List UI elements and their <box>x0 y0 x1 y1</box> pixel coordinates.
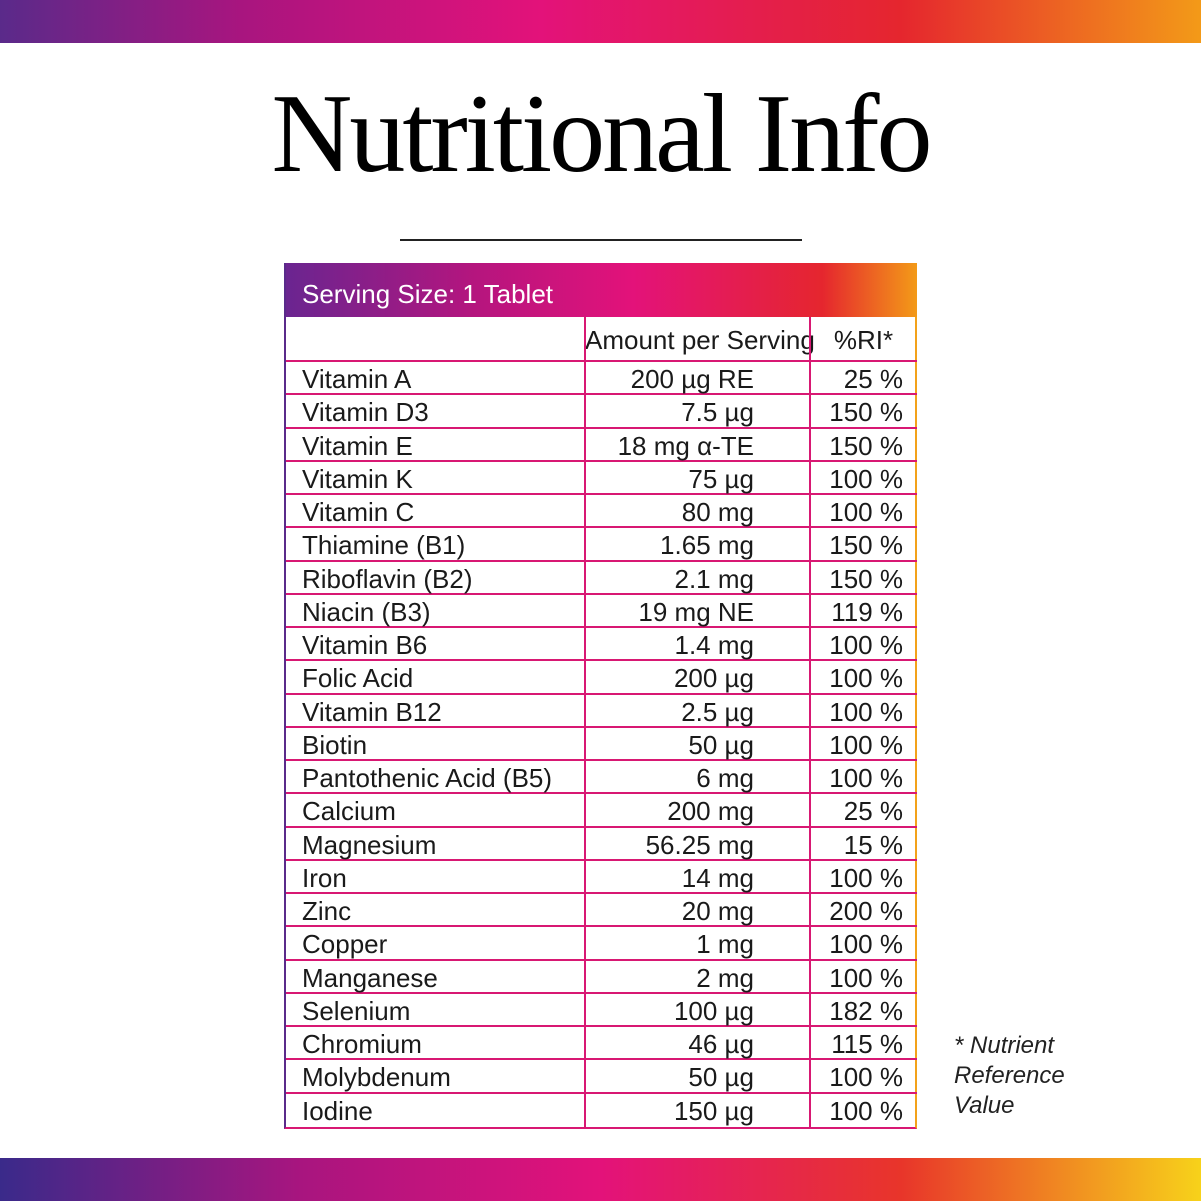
ri-percent: 100 % <box>810 695 917 728</box>
amount: 19 mg NE <box>585 595 810 629</box>
nutrient-name: Copper <box>286 927 585 961</box>
nutrient-name: Zinc <box>286 894 585 928</box>
ri-percent: 200 % <box>810 894 917 928</box>
amount: 2 mg <box>585 961 810 994</box>
nutrient-name: Iodine <box>302 1095 373 1126</box>
ri-percent: 100 % <box>810 927 917 961</box>
nutrient-name: Vitamin B12 <box>286 695 585 728</box>
amount: 2.1 mg <box>585 562 810 595</box>
ri-percent: 100 % <box>810 462 917 496</box>
nutrient-name: Chromium <box>286 1027 585 1061</box>
column-divider <box>809 317 811 1127</box>
ri-percent: 182 % <box>810 994 917 1028</box>
amount: 7.5 µg <box>585 395 810 429</box>
ri-percent: 119 % <box>810 595 917 629</box>
ri-percent: 100 % <box>810 961 917 994</box>
amount: 56.25 mg <box>585 828 810 861</box>
amount: 14 mg <box>585 861 810 895</box>
amount: 200 mg <box>585 794 810 828</box>
ri-percent: 150 % <box>810 528 917 562</box>
ri-percent: 150 % <box>810 395 917 429</box>
amount: 75 µg <box>585 462 810 496</box>
ri-percent: 100 % <box>810 661 917 695</box>
serving-size: Serving Size: 1 Tablet <box>286 263 917 317</box>
header-cell <box>286 317 585 362</box>
nutrient-name: Vitamin A <box>286 362 585 396</box>
ri-percent: 25 % <box>810 794 917 828</box>
nutrient-name: Thiamine (B1) <box>286 528 585 562</box>
amount: 50 µg <box>585 728 810 762</box>
nutrient-name: Magnesium <box>286 828 585 861</box>
amount: 1 mg <box>585 927 810 961</box>
header-cell: Amount per Serving <box>585 317 815 362</box>
ri-percent: 150 % <box>810 429 917 462</box>
amount: 50 µg <box>585 1060 810 1094</box>
nutrition-table: Serving Size: 1 Tablet Amount per Servin… <box>284 263 917 1129</box>
amount: 80 mg <box>585 495 810 529</box>
footnote: * Nutrient Reference Value <box>954 1031 1065 1121</box>
amount: 200 µg RE <box>585 362 810 396</box>
ri-percent: 25 % <box>810 362 917 396</box>
ri-percent: 15 % <box>810 828 917 861</box>
footnote-line: * Nutrient <box>954 1032 1055 1059</box>
nutrient-name: Calcium <box>286 794 585 828</box>
amount: 46 µg <box>585 1027 810 1061</box>
nutrient-name: Vitamin C <box>286 495 585 529</box>
ri-percent: 100 % <box>829 1095 903 1126</box>
amount: 6 mg <box>585 761 810 795</box>
ri-percent: 100 % <box>810 1060 917 1094</box>
column-divider <box>584 317 586 1127</box>
ri-percent: 150 % <box>810 562 917 595</box>
amount: 200 µg <box>585 661 810 695</box>
ri-percent: 100 % <box>810 628 917 662</box>
title: Nutritional Info <box>271 72 932 196</box>
ri-percent: 100 % <box>810 728 917 762</box>
nutrient-name: Selenium <box>286 994 585 1028</box>
nutrient-name: Folic Acid <box>286 661 585 695</box>
top-banner <box>0 0 1201 43</box>
nutrient-name: Molybdenum <box>286 1060 585 1094</box>
nutrient-name: Riboflavin (B2) <box>286 562 585 595</box>
amount: 2.5 µg <box>585 695 810 728</box>
amount: 150 µg <box>673 1095 754 1126</box>
amount: 1.4 mg <box>585 628 810 662</box>
nutrient-name: Manganese <box>286 961 585 994</box>
nutrient-name: Niacin (B3) <box>286 595 585 629</box>
bottom-banner <box>0 1158 1201 1201</box>
header-cell: %RI* <box>810 317 917 362</box>
ri-percent: 100 % <box>810 861 917 895</box>
nutrient-name: Iron <box>286 861 585 895</box>
amount: 100 µg <box>585 994 810 1028</box>
ri-percent: 115 % <box>810 1027 917 1061</box>
nutrient-name: Vitamin E <box>286 429 585 462</box>
ri-percent: 100 % <box>810 495 917 529</box>
nutrient-name: Vitamin K <box>286 462 585 496</box>
amount: 1.65 mg <box>585 528 810 562</box>
nutrient-name: Biotin <box>286 728 585 762</box>
nutrient-name: Vitamin B6 <box>286 628 585 662</box>
ri-percent: 100 % <box>810 761 917 795</box>
footnote-line: Reference <box>954 1062 1065 1089</box>
nutrient-name: Vitamin D3 <box>286 395 585 429</box>
divider <box>400 239 802 241</box>
footnote-line: Value <box>954 1092 1015 1119</box>
amount: 18 mg α-TE <box>585 429 810 462</box>
nutrient-name: Pantothenic Acid (B5) <box>286 761 585 795</box>
amount: 20 mg <box>585 894 810 928</box>
